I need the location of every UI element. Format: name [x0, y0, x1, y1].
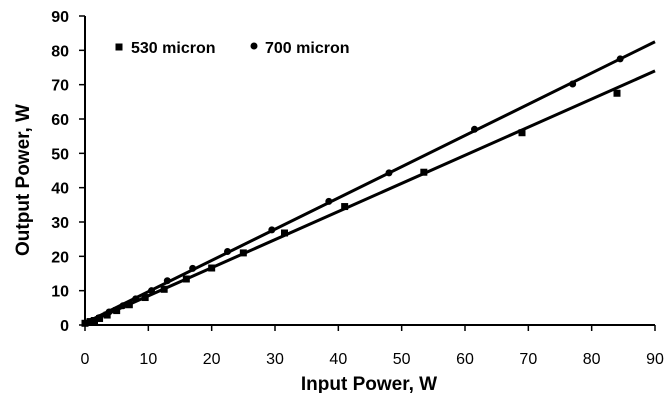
x-tick-label: 80: [583, 351, 601, 368]
x-tick-label: 10: [139, 351, 157, 368]
data-points: [81, 55, 624, 327]
y-tick-label: 90: [51, 9, 69, 26]
y-tick-label: 70: [51, 78, 69, 95]
fit-lines: [84, 40, 656, 326]
tick-labels: 0 10 20 30 40 50 60 70 80 90 0 10 20 30 40 50 60 70 80 90: [51, 9, 664, 368]
point-530-micron: [341, 203, 349, 211]
legend-label-700-micron: 700 micron: [265, 40, 349, 57]
point-700-micron: [163, 277, 171, 285]
y-tick-label: 30: [51, 215, 69, 232]
legend: 530 micron 700 micron: [115, 40, 349, 57]
point-700-micron: [569, 80, 577, 88]
x-tick-label: 70: [519, 351, 537, 368]
y-axis-title: Output Power, W: [13, 104, 34, 256]
y-tick-label: 60: [51, 112, 69, 129]
x-tick-label: 90: [646, 351, 664, 368]
point-700-micron: [616, 55, 624, 63]
legend-marker-700-micron: [250, 42, 258, 50]
x-tick-label: 20: [203, 351, 221, 368]
point-700-micron: [105, 308, 113, 316]
point-700-micron: [119, 302, 127, 310]
point-700-micron: [83, 319, 91, 327]
y-tick-label: 20: [51, 249, 69, 266]
x-axis-title: Input Power, W: [301, 374, 437, 393]
point-530-micron: [160, 285, 168, 293]
point-700-micron: [224, 248, 231, 256]
x-tick-label: 40: [329, 351, 347, 368]
point-700-micron: [148, 287, 155, 295]
x-tick-label: 0: [81, 351, 90, 368]
point-530-micron: [125, 301, 133, 309]
point-530-micron: [141, 294, 149, 302]
point-530-micron: [239, 249, 247, 257]
point-530-micron: [613, 89, 621, 97]
point-700-micron: [95, 314, 103, 322]
point-700-micron: [132, 295, 140, 303]
y-tick-label: 10: [51, 284, 69, 301]
point-530-micron: [113, 307, 121, 315]
y-tick-label: 0: [60, 318, 69, 335]
point-700-micron: [471, 125, 478, 133]
point-700-micron: [189, 264, 197, 272]
y-tick-label: 50: [51, 146, 69, 163]
point-530-micron: [208, 264, 216, 272]
fit-line-530-micron: [84, 69, 656, 326]
point-530-micron: [281, 229, 288, 237]
point-700-micron: [325, 197, 333, 205]
point-700-micron: [89, 317, 97, 325]
point-530-micron: [420, 168, 428, 176]
point-700-micron: [268, 226, 276, 234]
y-tick-label: 40: [51, 181, 69, 198]
legend-label-530-micron: 530 micron: [131, 40, 215, 57]
y-tick-label: 80: [51, 43, 69, 60]
point-530-micron: [182, 275, 190, 283]
point-530-micron: [103, 311, 111, 319]
legend-marker-530-micron: [115, 43, 123, 51]
fit-line-700-micron: [84, 40, 656, 325]
x-tick-label: 60: [456, 351, 474, 368]
point-700-micron: [385, 169, 393, 177]
point-530-micron: [518, 129, 526, 137]
x-tick-label: 50: [393, 351, 411, 368]
x-tick-label: 30: [266, 351, 284, 368]
axes: [79, 15, 656, 331]
